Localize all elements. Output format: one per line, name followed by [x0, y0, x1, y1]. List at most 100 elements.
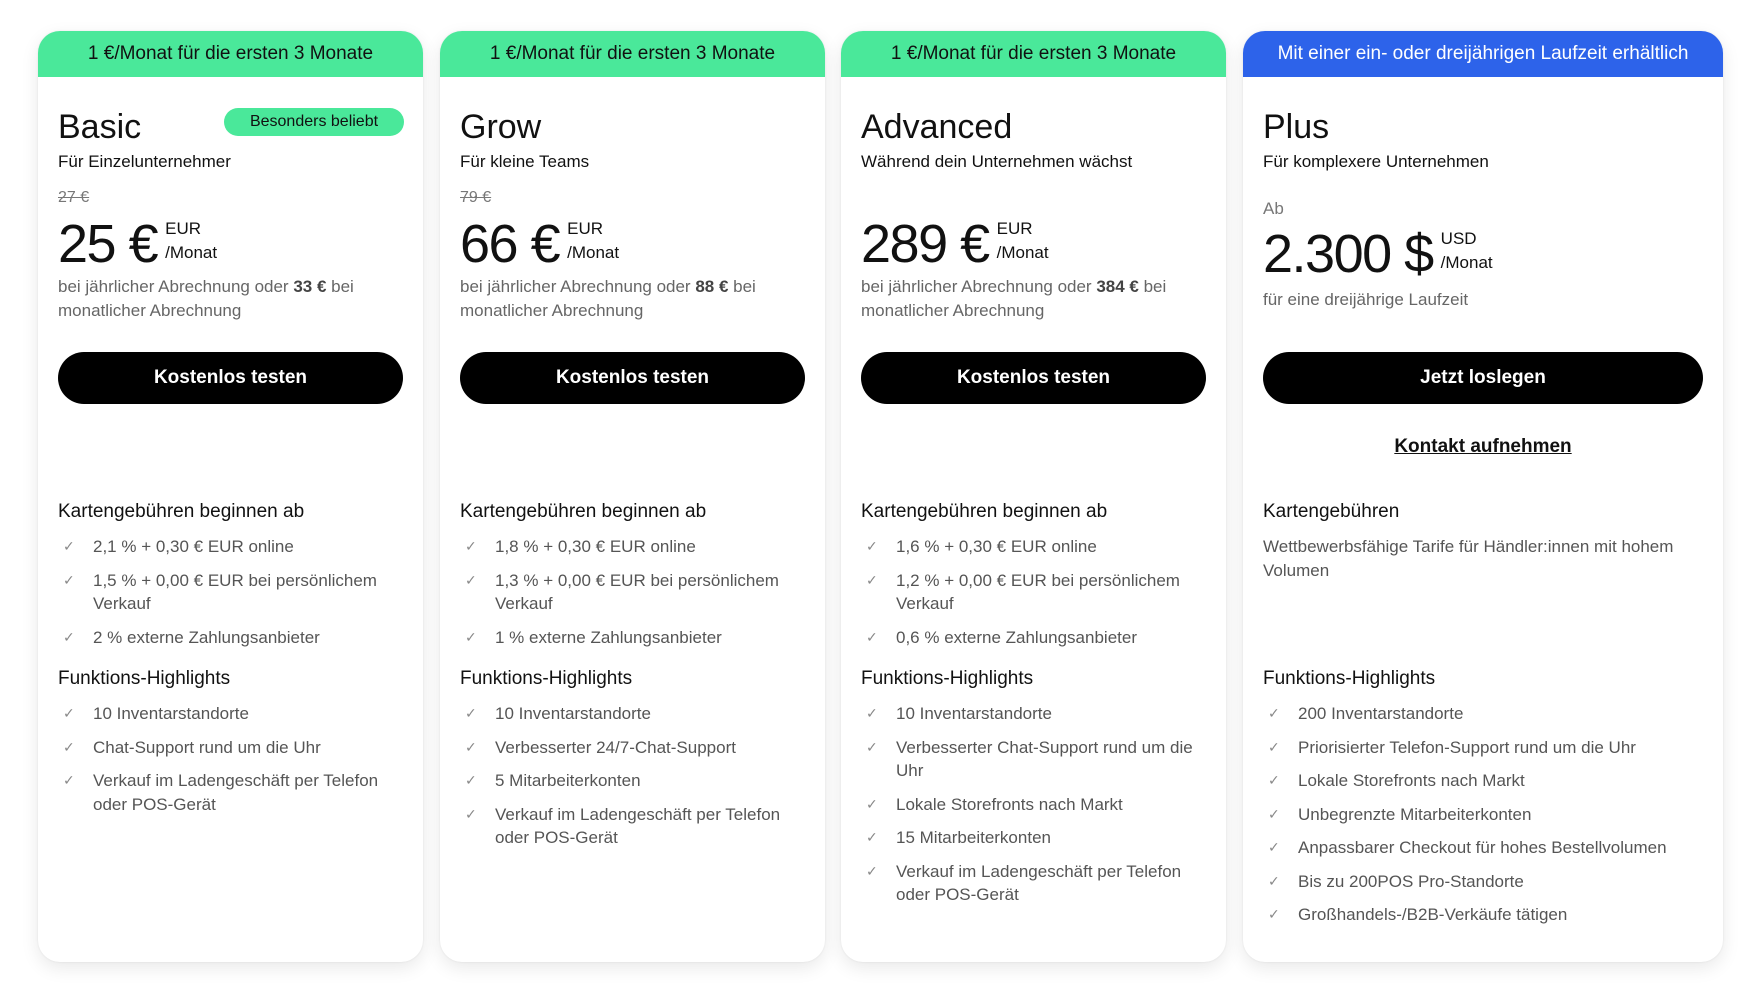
cta-button[interactable]: Kostenlos testen [861, 352, 1206, 404]
check-icon: ✓ [465, 738, 477, 755]
check-icon: ✓ [1268, 906, 1280, 922]
old-price: 79 € [460, 189, 492, 206]
promo-banner: Mit einer ein- oder dreijährigen Laufzei… [1243, 31, 1723, 77]
price-amount: 66 € [460, 214, 561, 274]
fees-list: ✓ 1,8 % + 0,30 € EUR online ✓ 1,3 % + 0,00 … [460, 535, 805, 649]
list-item: ✓ Verkauf im Ladengeschäft per Telefon od… [460, 803, 805, 850]
contact-link[interactable]: Kontakt aufnehmen [1394, 436, 1572, 457]
features-section: Funktions-Highlights ✓ 10 Inventarstandort… [861, 667, 1206, 917]
list-item: ✓ 10 Inventarstandorte [58, 702, 403, 726]
check-icon: ✓ [63, 538, 75, 554]
price: 25 € EUR/Monat [58, 216, 403, 272]
plan-tagline: Für komplexere Unternehmen [1263, 152, 1489, 171]
check-icon: ✓ [1268, 839, 1280, 855]
popular-badge: Besonders beliebt [224, 108, 404, 136]
price-note: bei jährlicher Abrechnung oder 384 € bei… [861, 277, 1167, 320]
list-item-text: 2,1 % + 0,30 € EUR online [93, 537, 294, 556]
check-icon: ✓ [866, 628, 878, 645]
list-item: ✓ Großhandels-/B2B-Verkäufe tätigen [1263, 903, 1703, 927]
list-item: ✓ 5 Mitarbeiterkonten [460, 769, 805, 793]
check-icon: ✓ [1268, 872, 1280, 889]
price-note: bei jährlicher Abrechnung oder 88 € bei … [460, 277, 756, 320]
price: 66 € EUR/Monat [460, 216, 805, 272]
features-section: Funktions-Highlights ✓ 200 Inventarstandor… [1263, 667, 1703, 937]
list-item-text: 2 % externe Zahlungsanbieter [93, 627, 320, 647]
fees-heading: Kartengebühren beginnen ab [58, 501, 305, 522]
list-item: ✓ Priorisierter Telefon-Support rund um d… [1263, 736, 1703, 760]
cta-button[interactable]: Jetzt loslegen [1263, 352, 1703, 404]
check-icon: ✓ [465, 705, 477, 721]
check-icon: ✓ [63, 628, 75, 645]
list-item: ✓ Chat-Support rund um die Uhr [58, 736, 403, 760]
features-heading: Funktions-Highlights [58, 668, 231, 689]
list-item-text: Großhandels-/B2B-Verkäufe tätigen [1298, 905, 1568, 924]
price-unit: EUR/Monat [996, 219, 1049, 262]
list-item-text: 15 Mitarbeiterkonten [896, 828, 1051, 847]
check-icon: ✓ [465, 805, 477, 822]
list-item-text: 1,3 % + 0,00 € EUR bei persönlichem Verk… [495, 570, 779, 614]
list-item: ✓ Anpassbarer Checkout für hohes Bestellv… [1263, 836, 1703, 860]
plan-tagline: Während dein Unternehmen wächst [861, 152, 1133, 171]
list-item: ✓ Verbesserter Chat-Support rund um die U… [861, 736, 1206, 783]
check-icon: ✓ [63, 705, 75, 721]
list-item: ✓ Lokale Storefronts nach Markt [861, 793, 1206, 817]
price-amount: 289 € [861, 214, 990, 274]
list-item-text: Priorisierter Telefon-Support rund um di… [1298, 737, 1636, 757]
check-icon: ✓ [465, 571, 477, 588]
fees-list: ✓ 1,6 % + 0,30 € EUR online ✓ 1,2 % + 0,00 … [861, 535, 1206, 649]
list-item: ✓ 1,3 % + 0,00 € EUR bei persönlichem Ver… [460, 569, 805, 616]
price-note: für eine dreijährige Laufzeit [1263, 290, 1469, 309]
list-item: ✓ Verbesserter 24/7-Chat-Support [460, 736, 805, 760]
card-fees-section: Kartengebühren beginnen ab ✓ 2,1 % + 0,30 … [58, 500, 403, 659]
plan-card-grow: 1 €/Monat für die ersten 3 Monate Grow Für… [440, 31, 825, 962]
check-icon: ✓ [866, 705, 878, 721]
list-item: ✓ 1,8 % + 0,30 € EUR online [460, 535, 805, 559]
check-icon: ✓ [866, 795, 878, 812]
list-item-text: 1,5 % + 0,00 € EUR bei persönlichem Verk… [93, 570, 377, 614]
list-item-text: Chat-Support rund um die Uhr [93, 737, 321, 757]
list-item: ✓ Unbegrenzte Mitarbeiterkonten [1263, 803, 1703, 827]
plan-card-basic: 1 €/Monat für die ersten 3 Monate Basic Be… [38, 31, 423, 962]
features-section: Funktions-Highlights ✓ 10 Inventarstandort… [460, 667, 805, 860]
price-unit: EUR/Monat [567, 219, 620, 262]
features-list: ✓ 10 Inventarstandorte ✓ Chat-Support rund … [58, 702, 403, 816]
cta-button[interactable]: Kostenlos testen [58, 352, 403, 404]
list-item-text: 1 % externe Zahlungsanbieter [495, 627, 722, 647]
price-unit: EUR/Monat [165, 219, 218, 262]
price-prefix: Ab [1263, 199, 1284, 218]
plan-name: Plus [1263, 108, 1330, 146]
price: 2.300 $ USD/Monat [1263, 226, 1703, 282]
list-item: ✓ 2,1 % + 0,30 € EUR online [58, 535, 403, 559]
check-icon: ✓ [63, 571, 75, 588]
features-list: ✓ 10 Inventarstandorte ✓ Verbesserter 24/7-… [460, 702, 805, 850]
fees-heading: Kartengebühren [1263, 501, 1400, 522]
check-icon: ✓ [1268, 705, 1280, 721]
check-icon: ✓ [465, 538, 477, 554]
list-item: ✓ 1,5 % + 0,00 € EUR bei persönlichem Ver… [58, 569, 403, 616]
list-item-text: Verbesserter 24/7-Chat-Support [495, 737, 736, 757]
price: 289 € EUR/Monat [861, 216, 1206, 272]
plan-name: Advanced [861, 108, 1013, 146]
check-icon: ✓ [866, 738, 878, 755]
list-item-text: 10 Inventarstandorte [495, 704, 651, 723]
list-item-text: 1,2 % + 0,00 € EUR bei persönlichem Verk… [896, 570, 1180, 614]
cta-button[interactable]: Kostenlos testen [460, 352, 805, 404]
list-item: ✓ Verkauf im Ladengeschäft per Telefon od… [861, 860, 1206, 907]
list-item-text: Bis zu 200POS Pro-Standorte [1298, 871, 1524, 891]
list-item: ✓ 15 Mitarbeiterkonten [861, 826, 1206, 850]
list-item-text: Verkauf im Ladengeschäft per Telefon ode… [93, 771, 379, 814]
check-icon: ✓ [465, 628, 477, 645]
list-item: ✓ 10 Inventarstandorte [460, 702, 805, 726]
list-item: ✓ Bis zu 200POS Pro-Standorte [1263, 870, 1703, 894]
features-list: ✓ 200 Inventarstandorte ✓ Priorisierter Tel… [1263, 702, 1703, 927]
features-list: ✓ 10 Inventarstandorte ✓ Verbesserter Chat-… [861, 702, 1206, 907]
check-icon: ✓ [866, 829, 878, 845]
list-item-text: Verkauf im Ladengeschäft per Telefon ode… [896, 861, 1182, 905]
fees-list: ✓ 2,1 % + 0,30 € EUR online ✓ 1,5 % + 0,00 … [58, 535, 403, 649]
features-heading: Funktions-Highlights [1263, 668, 1436, 689]
list-item: ✓ Lokale Storefronts nach Markt [1263, 769, 1703, 793]
list-item: ✓ 1,2 % + 0,00 € EUR bei persönlichem Ver… [861, 569, 1206, 616]
promo-banner: 1 €/Monat für die ersten 3 Monate [440, 31, 825, 77]
list-item: ✓ Verkauf im Ladengeschäft per Telefon od… [58, 769, 403, 816]
list-item: ✓ 1,6 % + 0,30 € EUR online [861, 535, 1206, 559]
